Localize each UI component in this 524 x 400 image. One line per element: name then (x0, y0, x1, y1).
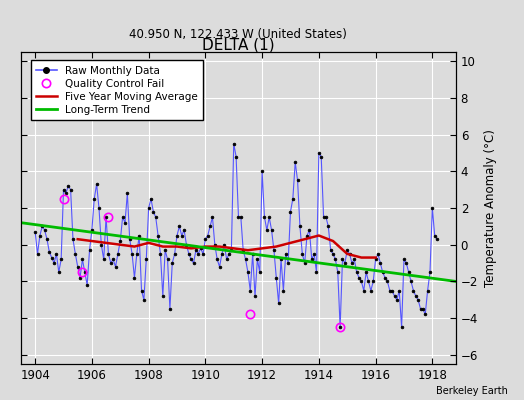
Title: DELTA (1): DELTA (1) (202, 37, 275, 52)
Text: 40.950 N, 122.433 W (United States): 40.950 N, 122.433 W (United States) (129, 28, 347, 41)
Legend: Raw Monthly Data, Quality Control Fail, Five Year Moving Average, Long-Term Tren: Raw Monthly Data, Quality Control Fail, … (30, 60, 203, 120)
Text: Berkeley Earth: Berkeley Earth (436, 386, 508, 396)
Y-axis label: Temperature Anomaly (°C): Temperature Anomaly (°C) (484, 129, 497, 287)
